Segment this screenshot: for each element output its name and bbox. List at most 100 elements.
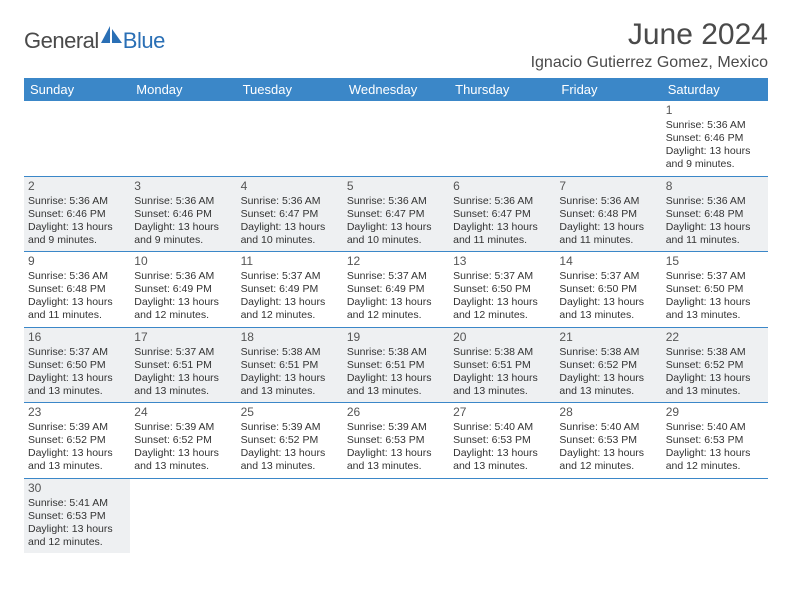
sunset-line: Sunset: 6:46 PM <box>134 208 232 221</box>
day-cell <box>237 479 343 554</box>
day-cell <box>662 479 768 554</box>
sunset-line: Sunset: 6:53 PM <box>453 434 551 447</box>
day-cell: 7Sunrise: 5:36 AMSunset: 6:48 PMDaylight… <box>555 177 661 252</box>
daylight-line: Daylight: 13 hours and 13 minutes. <box>453 372 551 398</box>
day-cell: 1Sunrise: 5:36 AMSunset: 6:46 PMDaylight… <box>662 101 768 176</box>
daylight-line: Daylight: 13 hours and 13 minutes. <box>28 447 126 473</box>
daylight-line: Daylight: 13 hours and 11 minutes. <box>453 221 551 247</box>
day-cell <box>449 479 555 554</box>
week-row: 9Sunrise: 5:36 AMSunset: 6:48 PMDaylight… <box>24 252 768 328</box>
sunrise-line: Sunrise: 5:39 AM <box>28 421 126 434</box>
daylight-line: Daylight: 13 hours and 10 minutes. <box>241 221 339 247</box>
day-cell <box>343 479 449 554</box>
day-number: 28 <box>559 405 657 420</box>
sunset-line: Sunset: 6:48 PM <box>28 283 126 296</box>
daylight-line: Daylight: 13 hours and 12 minutes. <box>666 447 764 473</box>
sunrise-line: Sunrise: 5:37 AM <box>453 270 551 283</box>
sunrise-line: Sunrise: 5:36 AM <box>559 195 657 208</box>
sunset-line: Sunset: 6:47 PM <box>241 208 339 221</box>
day-cell: 14Sunrise: 5:37 AMSunset: 6:50 PMDayligh… <box>555 252 661 327</box>
day-cell: 28Sunrise: 5:40 AMSunset: 6:53 PMDayligh… <box>555 403 661 478</box>
day-number: 21 <box>559 330 657 345</box>
calendar: SundayMondayTuesdayWednesdayThursdayFrid… <box>24 78 768 553</box>
sunrise-line: Sunrise: 5:37 AM <box>134 346 232 359</box>
day-number: 30 <box>28 481 126 496</box>
daylight-line: Daylight: 13 hours and 13 minutes. <box>134 447 232 473</box>
week-row: 16Sunrise: 5:37 AMSunset: 6:50 PMDayligh… <box>24 328 768 404</box>
sunrise-line: Sunrise: 5:36 AM <box>28 270 126 283</box>
daylight-line: Daylight: 13 hours and 11 minutes. <box>559 221 657 247</box>
day-number: 27 <box>453 405 551 420</box>
daylight-line: Daylight: 13 hours and 11 minutes. <box>28 296 126 322</box>
daylight-line: Daylight: 13 hours and 13 minutes. <box>453 447 551 473</box>
day-cell <box>343 101 449 176</box>
day-cell: 8Sunrise: 5:36 AMSunset: 6:48 PMDaylight… <box>662 177 768 252</box>
day-header-row: SundayMondayTuesdayWednesdayThursdayFrid… <box>24 78 768 101</box>
sunset-line: Sunset: 6:49 PM <box>134 283 232 296</box>
day-cell: 17Sunrise: 5:37 AMSunset: 6:51 PMDayligh… <box>130 328 236 403</box>
sunset-line: Sunset: 6:51 PM <box>347 359 445 372</box>
sunrise-line: Sunrise: 5:36 AM <box>666 119 764 132</box>
daylight-line: Daylight: 13 hours and 13 minutes. <box>559 296 657 322</box>
location: Ignacio Gutierrez Gomez, Mexico <box>531 54 768 72</box>
day-cell <box>24 101 130 176</box>
logo-text-blue: Blue <box>123 28 165 54</box>
week-row: 30Sunrise: 5:41 AMSunset: 6:53 PMDayligh… <box>24 479 768 554</box>
sunrise-line: Sunrise: 5:38 AM <box>241 346 339 359</box>
day-number: 7 <box>559 179 657 194</box>
logo-text-general: General <box>24 28 99 54</box>
sunrise-line: Sunrise: 5:36 AM <box>134 195 232 208</box>
day-cell: 20Sunrise: 5:38 AMSunset: 6:51 PMDayligh… <box>449 328 555 403</box>
daylight-line: Daylight: 13 hours and 9 minutes. <box>28 221 126 247</box>
sunset-line: Sunset: 6:52 PM <box>666 359 764 372</box>
day-cell: 5Sunrise: 5:36 AMSunset: 6:47 PMDaylight… <box>343 177 449 252</box>
sunset-line: Sunset: 6:52 PM <box>241 434 339 447</box>
day-cell: 6Sunrise: 5:36 AMSunset: 6:47 PMDaylight… <box>449 177 555 252</box>
day-header: Wednesday <box>343 78 449 101</box>
day-number: 12 <box>347 254 445 269</box>
day-header: Thursday <box>449 78 555 101</box>
sunset-line: Sunset: 6:51 PM <box>241 359 339 372</box>
sunset-line: Sunset: 6:51 PM <box>134 359 232 372</box>
day-header: Saturday <box>662 78 768 101</box>
sunset-line: Sunset: 6:52 PM <box>28 434 126 447</box>
day-cell: 21Sunrise: 5:38 AMSunset: 6:52 PMDayligh… <box>555 328 661 403</box>
sunrise-line: Sunrise: 5:40 AM <box>453 421 551 434</box>
sunset-line: Sunset: 6:48 PM <box>559 208 657 221</box>
sunrise-line: Sunrise: 5:37 AM <box>241 270 339 283</box>
title-block: June 2024 Ignacio Gutierrez Gomez, Mexic… <box>531 18 768 72</box>
sunrise-line: Sunrise: 5:36 AM <box>453 195 551 208</box>
sunrise-line: Sunrise: 5:36 AM <box>666 195 764 208</box>
daylight-line: Daylight: 13 hours and 13 minutes. <box>241 447 339 473</box>
day-number: 8 <box>666 179 764 194</box>
month-title: June 2024 <box>531 18 768 52</box>
sunrise-line: Sunrise: 5:36 AM <box>241 195 339 208</box>
day-cell: 25Sunrise: 5:39 AMSunset: 6:52 PMDayligh… <box>237 403 343 478</box>
daylight-line: Daylight: 13 hours and 13 minutes. <box>28 372 126 398</box>
day-cell: 13Sunrise: 5:37 AMSunset: 6:50 PMDayligh… <box>449 252 555 327</box>
day-number: 5 <box>347 179 445 194</box>
day-cell: 2Sunrise: 5:36 AMSunset: 6:46 PMDaylight… <box>24 177 130 252</box>
daylight-line: Daylight: 13 hours and 12 minutes. <box>347 296 445 322</box>
week-row: 1Sunrise: 5:36 AMSunset: 6:46 PMDaylight… <box>24 101 768 177</box>
day-number: 3 <box>134 179 232 194</box>
day-number: 4 <box>241 179 339 194</box>
day-number: 24 <box>134 405 232 420</box>
day-number: 17 <box>134 330 232 345</box>
daylight-line: Daylight: 13 hours and 13 minutes. <box>559 372 657 398</box>
day-header: Monday <box>130 78 236 101</box>
daylight-line: Daylight: 13 hours and 13 minutes. <box>666 296 764 322</box>
logo-sail-icon <box>101 26 123 49</box>
daylight-line: Daylight: 13 hours and 13 minutes. <box>347 447 445 473</box>
sunrise-line: Sunrise: 5:41 AM <box>28 497 126 510</box>
week-row: 23Sunrise: 5:39 AMSunset: 6:52 PMDayligh… <box>24 403 768 479</box>
day-number: 10 <box>134 254 232 269</box>
sunset-line: Sunset: 6:52 PM <box>559 359 657 372</box>
day-number: 22 <box>666 330 764 345</box>
sunrise-line: Sunrise: 5:39 AM <box>134 421 232 434</box>
day-cell: 23Sunrise: 5:39 AMSunset: 6:52 PMDayligh… <box>24 403 130 478</box>
day-cell: 19Sunrise: 5:38 AMSunset: 6:51 PMDayligh… <box>343 328 449 403</box>
day-cell: 10Sunrise: 5:36 AMSunset: 6:49 PMDayligh… <box>130 252 236 327</box>
day-number: 18 <box>241 330 339 345</box>
header: General Blue June 2024 Ignacio Gutierrez… <box>24 18 768 72</box>
